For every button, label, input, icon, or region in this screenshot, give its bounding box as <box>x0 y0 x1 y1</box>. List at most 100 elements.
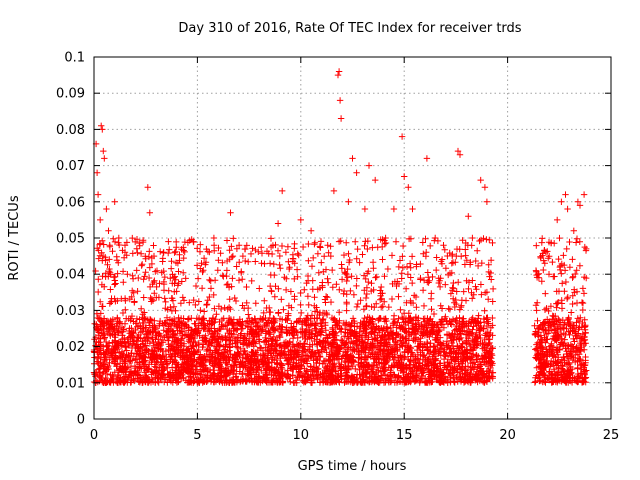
data-point <box>344 373 351 380</box>
data-point <box>424 278 431 286</box>
data-point <box>469 295 476 302</box>
data-point <box>226 369 234 377</box>
data-point <box>211 247 218 254</box>
data-point <box>134 347 141 354</box>
data-point <box>362 294 370 302</box>
data-point <box>180 340 188 347</box>
data-point <box>377 236 384 243</box>
data-point <box>139 261 146 268</box>
data-point <box>319 279 326 286</box>
data-point <box>215 257 222 264</box>
data-point <box>391 360 398 368</box>
data-point <box>399 335 406 342</box>
data-point <box>357 297 364 304</box>
data-point <box>202 364 209 372</box>
data-point <box>177 300 185 307</box>
data-point <box>469 277 476 284</box>
data-point <box>111 338 119 345</box>
data-point <box>555 299 562 306</box>
data-point <box>314 286 321 293</box>
data-point <box>112 280 119 287</box>
data-point <box>559 280 566 287</box>
data-point <box>407 344 414 351</box>
data-point <box>433 254 440 261</box>
data-point <box>569 300 576 308</box>
data-point <box>338 336 345 344</box>
data-point <box>290 331 298 339</box>
data-point <box>540 319 547 326</box>
data-point <box>453 353 461 360</box>
data-point <box>107 379 114 386</box>
data-point <box>531 330 538 338</box>
data-point <box>99 252 107 260</box>
data-point <box>271 293 278 300</box>
data-point <box>399 253 406 260</box>
data-point <box>372 326 379 333</box>
data-point <box>246 363 254 370</box>
data-point <box>450 279 457 287</box>
data-point <box>195 298 202 305</box>
data-point <box>353 275 360 282</box>
data-point <box>107 286 114 293</box>
data-point <box>294 334 301 342</box>
data-point <box>377 368 384 375</box>
data-point <box>423 249 430 256</box>
data-point <box>283 324 290 331</box>
data-point <box>165 346 172 354</box>
data-point <box>149 297 157 304</box>
data-point <box>106 243 114 250</box>
data-point <box>485 373 492 380</box>
data-point <box>106 330 113 337</box>
data-point <box>375 346 383 353</box>
data-point <box>221 304 228 311</box>
data-point <box>304 346 312 353</box>
data-point <box>381 298 388 305</box>
data-point <box>435 349 442 357</box>
data-point <box>451 379 458 386</box>
data-point <box>353 323 361 330</box>
data-point <box>319 343 326 350</box>
data-point <box>349 340 356 347</box>
data-point <box>413 370 421 378</box>
data-point <box>335 356 342 363</box>
data-point <box>148 296 156 303</box>
data-point <box>198 285 206 292</box>
data-point <box>354 300 361 308</box>
data-point <box>98 249 105 256</box>
data-point <box>579 299 587 307</box>
data-point <box>270 318 277 325</box>
data-point <box>316 360 323 367</box>
data-point <box>446 306 454 313</box>
data-point <box>106 359 113 366</box>
data-point <box>231 379 238 386</box>
data-point <box>336 326 343 333</box>
data-point <box>131 298 138 305</box>
data-point <box>298 309 305 317</box>
data-point <box>419 353 426 360</box>
data-point <box>114 329 122 336</box>
data-point <box>155 294 163 301</box>
data-point <box>290 323 297 330</box>
data-point <box>373 323 380 330</box>
data-point <box>182 352 189 359</box>
data-point <box>129 250 136 257</box>
data-point <box>582 353 589 361</box>
data-point <box>462 252 469 259</box>
data-point <box>480 341 487 348</box>
data-point <box>327 340 335 347</box>
data-point <box>399 365 406 372</box>
data-point <box>224 280 231 288</box>
data-point <box>567 370 574 377</box>
data-point <box>129 234 136 242</box>
data-point <box>97 298 104 305</box>
data-point <box>200 315 207 322</box>
data-point <box>295 251 302 259</box>
data-point <box>308 327 316 335</box>
data-point <box>175 318 182 325</box>
data-point <box>289 341 297 349</box>
data-point <box>202 323 209 331</box>
data-point <box>468 289 475 296</box>
data-point <box>534 317 541 324</box>
data-point <box>564 374 571 382</box>
data-point <box>330 364 337 371</box>
